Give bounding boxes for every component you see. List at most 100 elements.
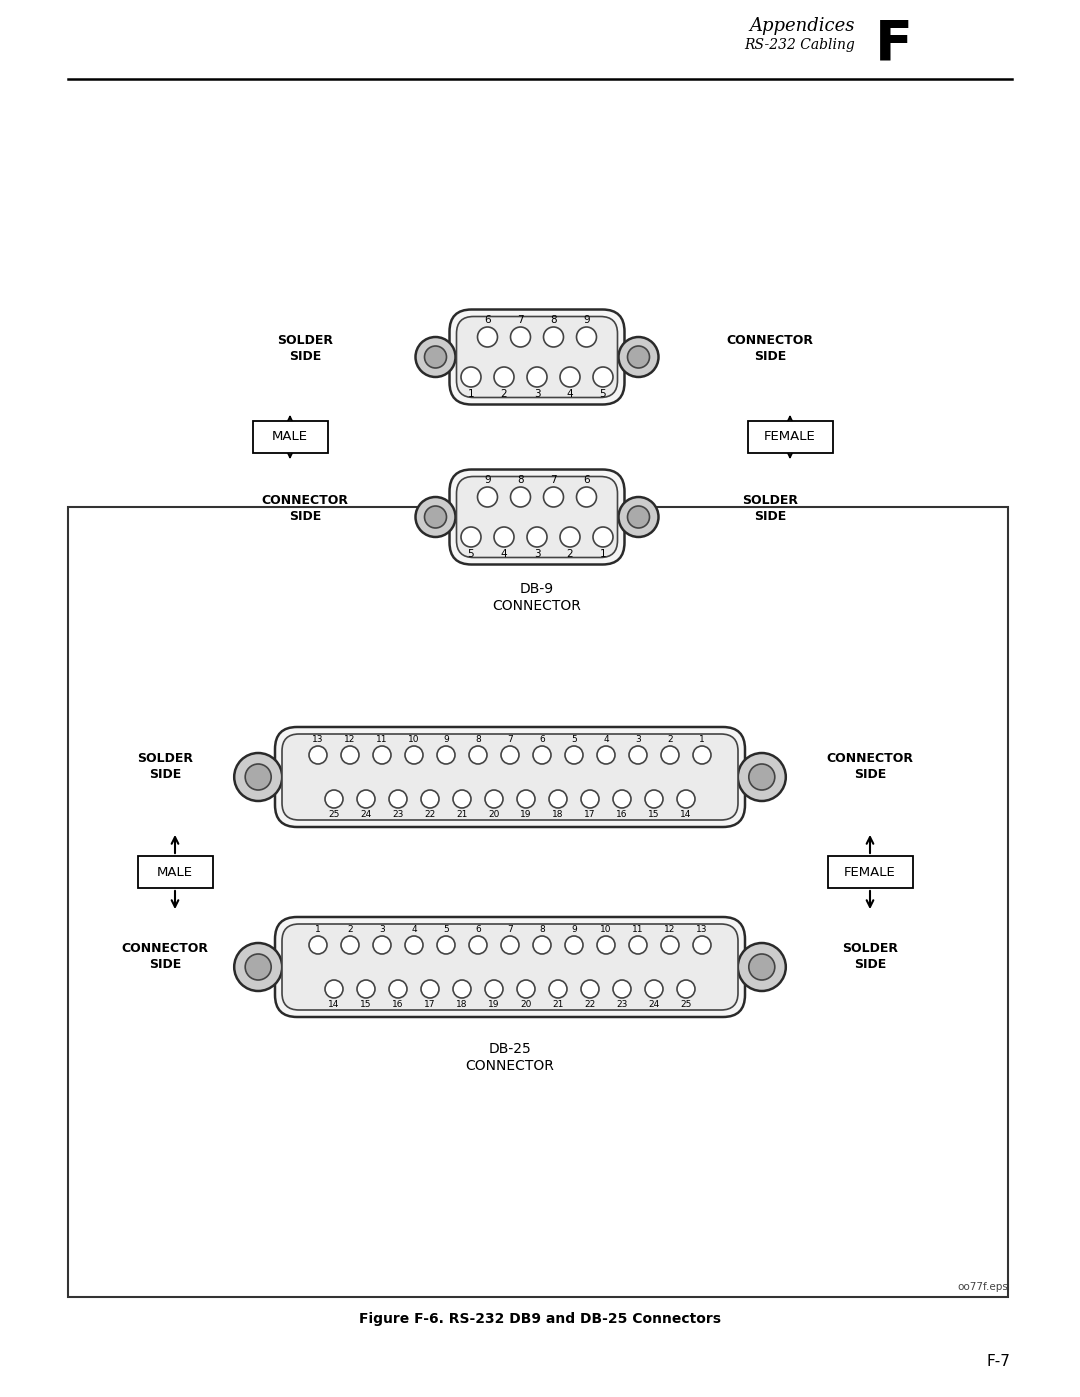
Circle shape [485, 789, 503, 807]
Text: 23: 23 [392, 810, 404, 819]
Circle shape [613, 981, 631, 997]
Circle shape [501, 936, 519, 954]
Circle shape [517, 789, 535, 807]
Text: 24: 24 [361, 810, 372, 819]
Text: 2: 2 [567, 549, 573, 559]
Circle shape [389, 789, 407, 807]
FancyBboxPatch shape [253, 420, 327, 453]
Circle shape [677, 981, 696, 997]
Circle shape [748, 764, 774, 789]
Circle shape [511, 488, 530, 507]
Text: 5: 5 [443, 925, 449, 935]
Circle shape [405, 936, 423, 954]
Text: 1: 1 [699, 735, 705, 745]
Circle shape [341, 746, 359, 764]
Text: 12: 12 [664, 925, 676, 935]
Text: Figure F-6. RS-232 DB9 and DB-25 Connectors: Figure F-6. RS-232 DB9 and DB-25 Connect… [359, 1312, 721, 1326]
Circle shape [629, 746, 647, 764]
Text: CONNECTOR
SIDE: CONNECTOR SIDE [727, 334, 813, 363]
Circle shape [416, 337, 456, 377]
Text: CONNECTOR
SIDE: CONNECTOR SIDE [121, 943, 208, 971]
Circle shape [738, 943, 786, 990]
Text: CONNECTOR
SIDE: CONNECTOR SIDE [261, 495, 349, 524]
Text: 10: 10 [408, 735, 420, 745]
FancyBboxPatch shape [449, 469, 624, 564]
FancyBboxPatch shape [275, 726, 745, 827]
Circle shape [527, 527, 546, 548]
Text: 8: 8 [517, 475, 524, 485]
Circle shape [543, 488, 564, 507]
Circle shape [373, 746, 391, 764]
Circle shape [561, 367, 580, 387]
Text: 5: 5 [571, 735, 577, 745]
Circle shape [309, 936, 327, 954]
Circle shape [613, 789, 631, 807]
Circle shape [619, 497, 659, 536]
Text: 5: 5 [468, 549, 474, 559]
Text: 5: 5 [599, 388, 606, 400]
Circle shape [565, 936, 583, 954]
Text: 11: 11 [376, 735, 388, 745]
Text: oo77f.eps: oo77f.eps [957, 1282, 1008, 1292]
Text: 4: 4 [411, 925, 417, 935]
Circle shape [325, 789, 343, 807]
Text: CONNECTOR: CONNECTOR [492, 599, 581, 613]
Circle shape [437, 746, 455, 764]
Circle shape [421, 789, 438, 807]
Text: 6: 6 [539, 735, 545, 745]
Text: 18: 18 [456, 1000, 468, 1009]
Circle shape [245, 954, 271, 981]
Text: SOLDER
SIDE: SOLDER SIDE [842, 943, 897, 971]
Circle shape [485, 981, 503, 997]
Text: 15: 15 [361, 1000, 372, 1009]
Text: 17: 17 [424, 1000, 435, 1009]
Text: 4: 4 [501, 549, 508, 559]
Circle shape [501, 746, 519, 764]
Circle shape [357, 789, 375, 807]
Circle shape [511, 327, 530, 346]
Text: CONNECTOR
SIDE: CONNECTOR SIDE [826, 753, 914, 781]
Circle shape [245, 764, 271, 789]
Circle shape [309, 746, 327, 764]
Text: 20: 20 [521, 1000, 531, 1009]
Text: 8: 8 [475, 735, 481, 745]
Circle shape [627, 346, 649, 367]
Text: 8: 8 [539, 925, 545, 935]
Text: 6: 6 [475, 925, 481, 935]
Text: 14: 14 [328, 1000, 340, 1009]
FancyBboxPatch shape [137, 856, 213, 888]
Circle shape [461, 527, 481, 548]
Text: 17: 17 [584, 810, 596, 819]
Circle shape [527, 367, 546, 387]
Circle shape [494, 367, 514, 387]
Text: 11: 11 [632, 925, 644, 935]
Text: 19: 19 [488, 1000, 500, 1009]
FancyBboxPatch shape [457, 476, 618, 557]
Circle shape [534, 936, 551, 954]
Text: 18: 18 [552, 810, 564, 819]
Text: 9: 9 [583, 314, 590, 326]
Circle shape [661, 936, 679, 954]
Circle shape [597, 746, 615, 764]
Text: 4: 4 [604, 735, 609, 745]
Circle shape [389, 981, 407, 997]
Text: DB-9: DB-9 [519, 583, 554, 597]
Circle shape [577, 488, 596, 507]
Text: 6: 6 [484, 314, 490, 326]
Text: SOLDER
SIDE: SOLDER SIDE [137, 753, 193, 781]
Circle shape [593, 527, 613, 548]
Text: 9: 9 [443, 735, 449, 745]
FancyBboxPatch shape [449, 310, 624, 405]
Circle shape [453, 981, 471, 997]
Text: FEMALE: FEMALE [845, 866, 896, 879]
Text: SOLDER
SIDE: SOLDER SIDE [276, 334, 333, 363]
Circle shape [416, 497, 456, 536]
Text: 21: 21 [552, 1000, 564, 1009]
Circle shape [437, 936, 455, 954]
Text: 2: 2 [347, 925, 353, 935]
Text: 25: 25 [680, 1000, 691, 1009]
Circle shape [549, 789, 567, 807]
Text: 13: 13 [312, 735, 324, 745]
Circle shape [565, 746, 583, 764]
Text: 12: 12 [345, 735, 355, 745]
